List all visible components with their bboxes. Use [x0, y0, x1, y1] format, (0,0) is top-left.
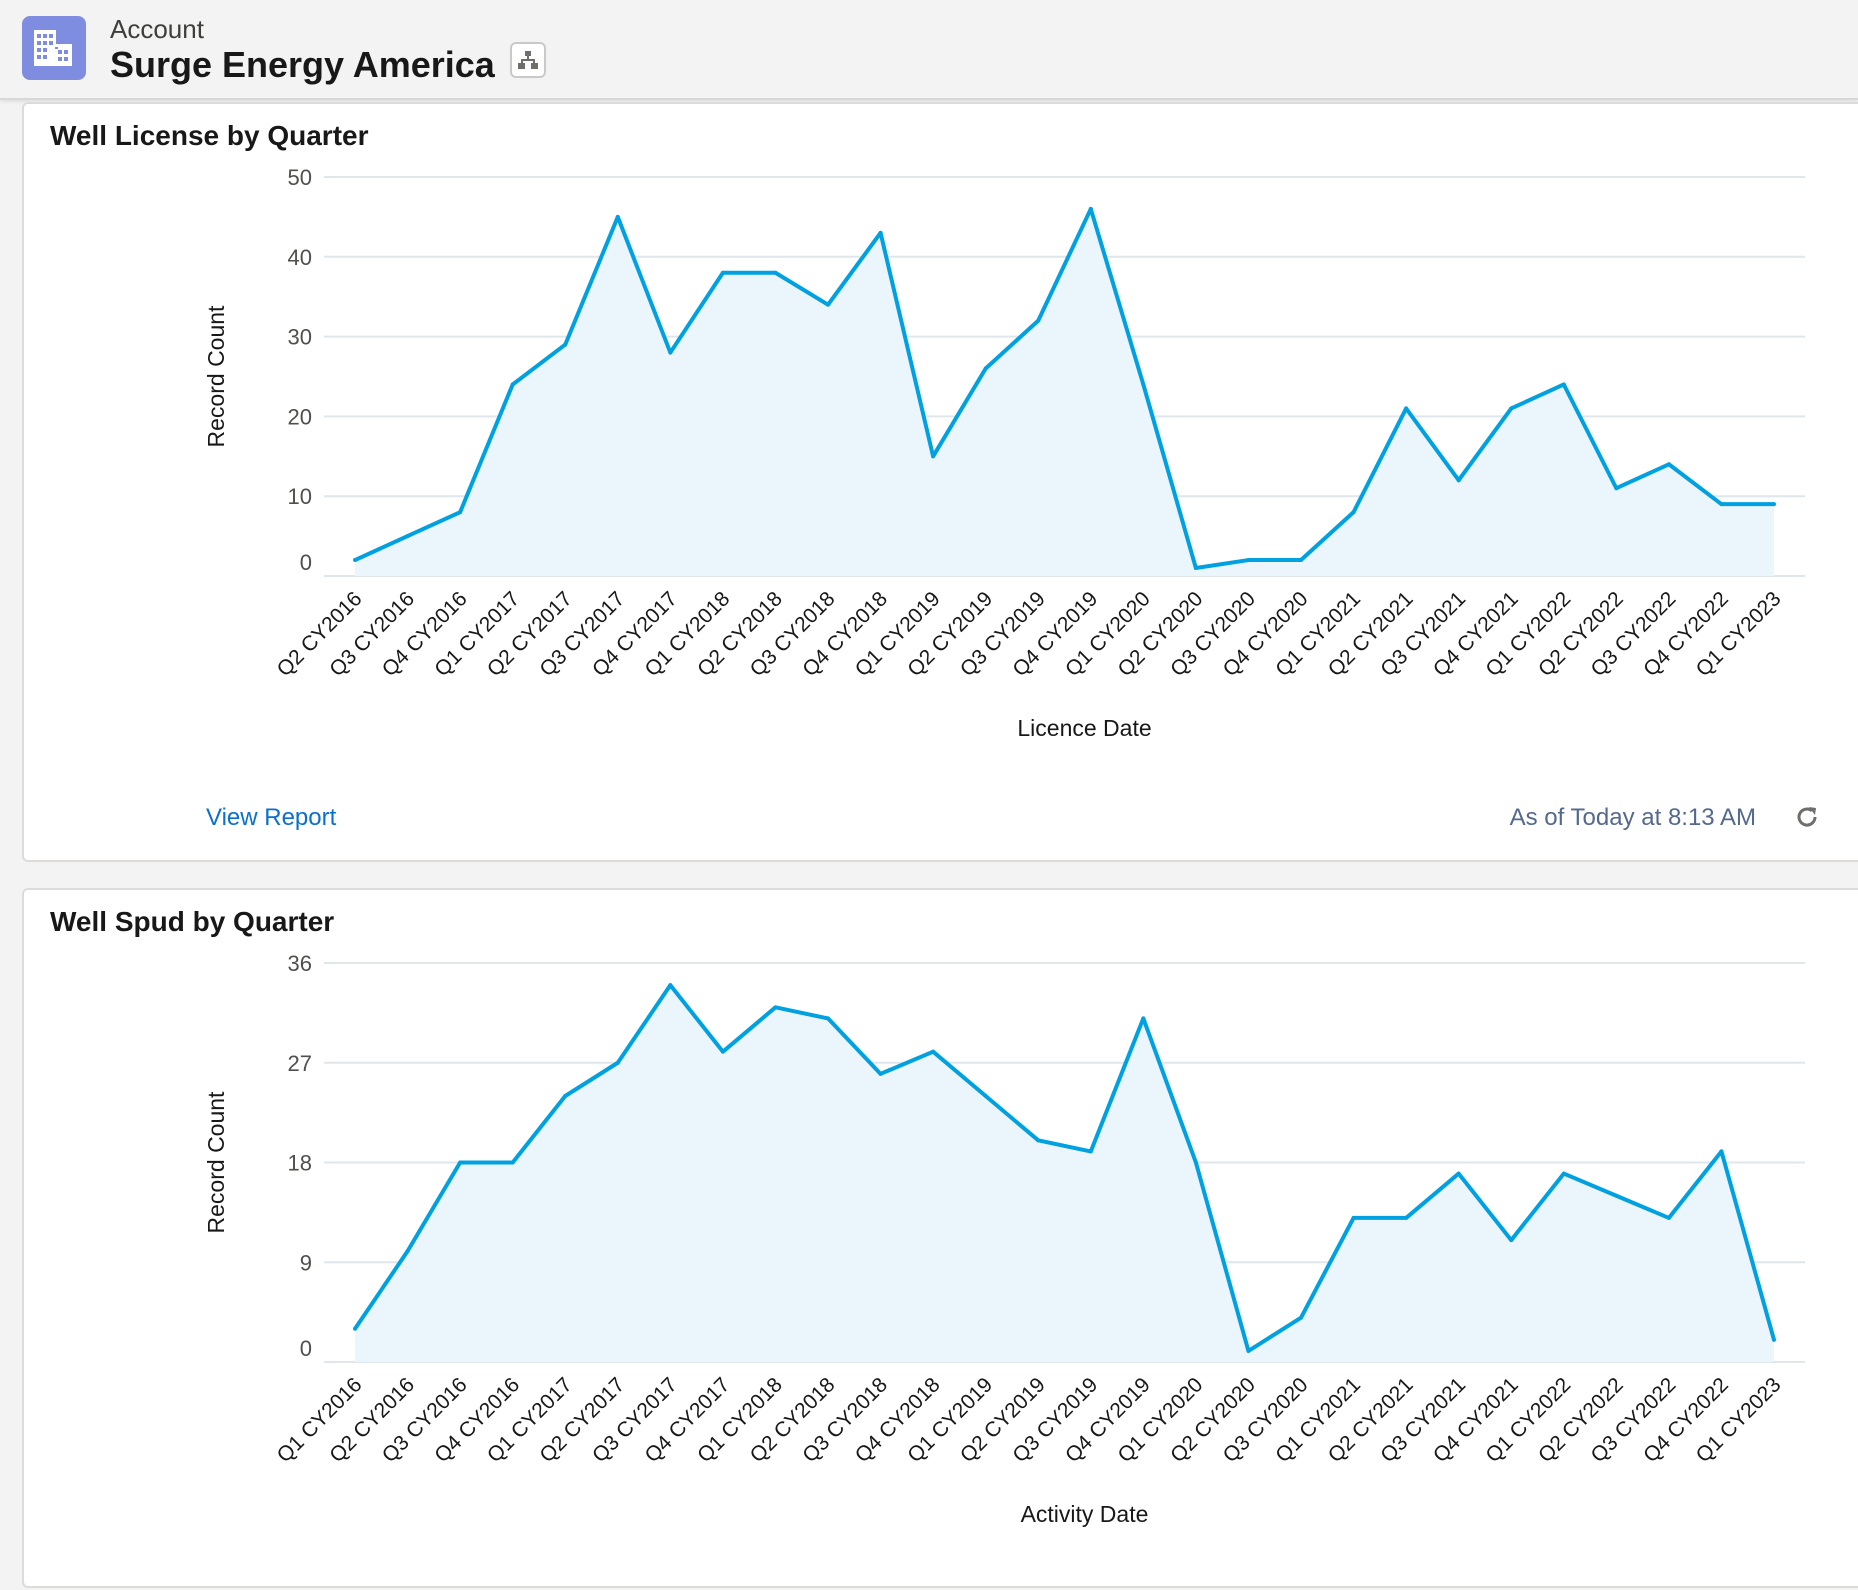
view-hierarchy-button[interactable]: [510, 42, 546, 78]
data-point: [563, 1094, 568, 1098]
y-tick-label: 50: [288, 165, 312, 190]
y-tick-label: 18: [288, 1151, 312, 1176]
data-point: [773, 270, 778, 275]
data-point: [1299, 1315, 1303, 1320]
data-point: [1351, 1215, 1356, 1220]
y-tick-label: 0: [300, 1336, 312, 1361]
data-point: [353, 1326, 357, 1331]
data-point: [1666, 462, 1671, 467]
data-point: [1246, 558, 1251, 563]
data-point: [1088, 1149, 1093, 1154]
data-point: [405, 1249, 410, 1254]
data-point: [510, 1160, 515, 1165]
data-point: [931, 1049, 936, 1054]
data-point: [1246, 1348, 1251, 1353]
data-point: [615, 1060, 620, 1065]
y-tick-label: 30: [288, 325, 312, 350]
y-tick-label: 40: [288, 245, 312, 270]
y-tick-label: 27: [288, 1051, 312, 1076]
data-point: [563, 342, 568, 347]
data-point: [1036, 1138, 1041, 1143]
data-point: [1614, 486, 1619, 491]
well-license-card: Well License by Quarter 0 10 20 30 40 50 Q2 CY…: [22, 102, 1858, 862]
data-point: [668, 983, 673, 988]
data-point: [1666, 1215, 1671, 1220]
data-point: [1193, 1160, 1198, 1165]
data-point: [826, 302, 830, 307]
area-fill: [355, 208, 1774, 577]
data-point: [1561, 1171, 1566, 1176]
data-point: [1561, 382, 1566, 387]
data-point: [720, 1049, 725, 1054]
data-point: [353, 558, 357, 563]
data-point: [878, 230, 883, 235]
object-type-label: Account: [110, 14, 204, 44]
y-tick-label: 20: [288, 404, 312, 429]
data-point: [1719, 1149, 1724, 1154]
data-point: [1299, 558, 1303, 563]
y-tick-label: 36: [288, 951, 312, 976]
data-point: [773, 1005, 778, 1010]
x-axis-title: Activity Date: [1021, 1501, 1149, 1527]
data-point: [1509, 1238, 1514, 1243]
data-point: [1193, 566, 1198, 571]
data-point: [983, 1094, 988, 1098]
record-header: Account Surge Energy America: [0, 0, 1858, 100]
refresh-icon[interactable]: [1792, 802, 1822, 832]
data-point: [1351, 510, 1356, 515]
data-point: [510, 382, 515, 387]
data-point: [1456, 1171, 1461, 1176]
data-point: [1141, 1016, 1146, 1021]
data-point: [1036, 318, 1041, 323]
data-point: [720, 270, 725, 275]
data-point: [983, 366, 988, 371]
data-point: [1509, 406, 1514, 411]
data-point: [668, 350, 673, 355]
y-tick-label: 9: [300, 1250, 312, 1275]
y-tick-label: 10: [288, 484, 312, 509]
view-report-link[interactable]: View Report: [206, 804, 337, 831]
data-point: [1141, 382, 1146, 387]
data-point: [1719, 502, 1724, 507]
data-point: [405, 534, 410, 539]
data-point: [878, 1071, 883, 1076]
y-axis-title: Record Count: [203, 1091, 229, 1234]
data-point: [826, 1016, 830, 1021]
well-spud-card: Well Spud by Quarter 0 9 18 27 36 Q1 CY2016 Q2…: [22, 888, 1858, 1588]
data-point: [458, 1160, 463, 1165]
data-point: [1614, 1193, 1619, 1198]
data-point: [931, 454, 936, 459]
hierarchy-icon: [518, 51, 538, 69]
as-of-timestamp: As of Today at 8:13 AM: [1509, 804, 1756, 831]
card-title: Well Spud by Quarter: [50, 906, 335, 937]
data-point: [1772, 502, 1776, 507]
data-point: [1404, 406, 1409, 411]
building-icon: [22, 16, 86, 80]
data-point: [615, 214, 620, 219]
series-line: [354, 206, 1774, 571]
data-point: [1772, 1337, 1776, 1342]
series-line: [353, 983, 1776, 1353]
page-title: Surge Energy America: [110, 44, 495, 85]
y-tick-label: 0: [300, 550, 312, 575]
x-axis-title: Licence Date: [1017, 715, 1151, 741]
area-fill: [355, 985, 1774, 1362]
y-axis-title: Record Count: [203, 305, 229, 448]
data-point: [1404, 1215, 1409, 1220]
data-point: [1088, 206, 1093, 211]
data-point: [1456, 478, 1461, 483]
card-title: Well License by Quarter: [50, 120, 369, 151]
data-point: [458, 510, 463, 515]
